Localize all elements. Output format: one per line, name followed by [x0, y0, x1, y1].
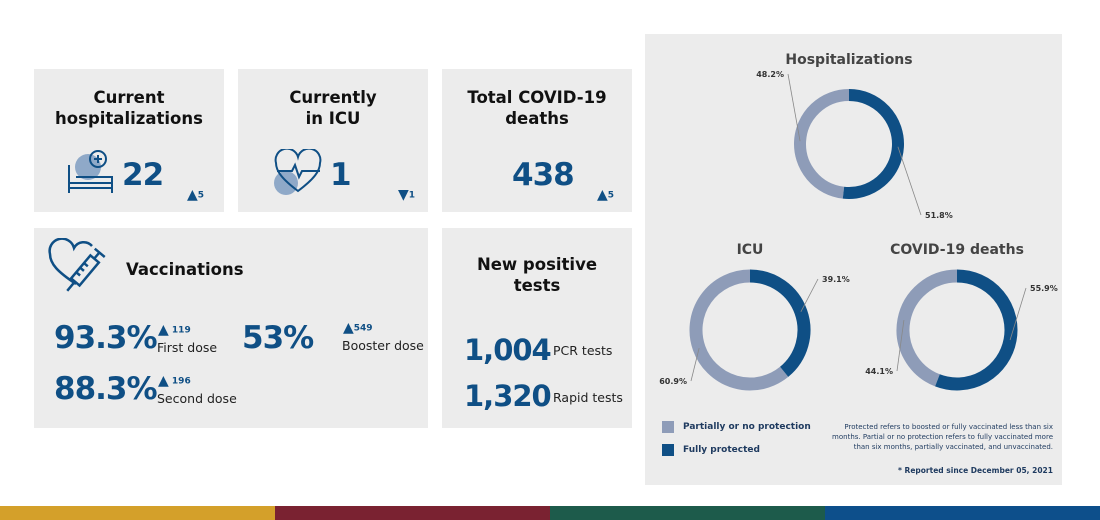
- pcr-value: 1,004: [464, 333, 552, 367]
- leader-line: [787, 73, 801, 142]
- booster-value: 53%: [242, 320, 314, 356]
- hospitalizations-value: 22: [122, 157, 164, 193]
- leader-line: [1009, 287, 1027, 341]
- first-dose-label: First dose: [157, 340, 218, 355]
- icu-value: 1: [330, 157, 352, 193]
- slice-full: [749, 269, 811, 377]
- up-arrow-icon: ▲: [597, 187, 608, 203]
- change-value: 119: [171, 325, 191, 336]
- icu-card: Currently in ICU 1 ▼1: [238, 69, 428, 212]
- change-indicator: ▲ 119: [158, 322, 191, 338]
- tests-card: New positive tests 1,004 PCR tests 1,320 …: [442, 228, 632, 428]
- change-indicator: ▲549: [343, 320, 373, 336]
- deaths-value: 438: [512, 157, 575, 193]
- change-value: 1: [408, 190, 416, 201]
- vaccinations-title: Vaccinations: [126, 260, 244, 279]
- title-line: New positive: [476, 255, 598, 274]
- data-label: 44.1%: [865, 367, 893, 376]
- hospitalizations-card: Current hospitalizations 22 ▲5: [34, 69, 224, 212]
- slice-partial: [896, 269, 958, 387]
- change-indicator: ▲ 196: [158, 373, 191, 389]
- card-title: Current hospitalizations: [34, 87, 224, 129]
- slice-full: [842, 89, 904, 199]
- leader-line: [690, 348, 700, 382]
- data-label: 60.9%: [659, 377, 687, 386]
- vaccinations-card: Vaccinations 93.3% ▲ 119 First dose 53% …: [34, 228, 428, 428]
- leader-line: [800, 278, 819, 313]
- slice-partial: [689, 269, 789, 391]
- footer-stripe-green: [550, 506, 825, 520]
- booster-label: Booster dose: [342, 338, 424, 353]
- legend-label-partial: Partially or no protection: [683, 422, 811, 432]
- up-arrow-icon: ▲: [343, 320, 354, 336]
- title-line: deaths: [505, 109, 569, 128]
- protection-panel: Hospitalizations 48.2% 51.8% ICU 60.9% 39.1% C…: [645, 34, 1062, 485]
- chart-title: COVID-19 deaths: [890, 242, 1024, 258]
- hospital-bed-icon: [68, 150, 113, 193]
- change-indicator: ▲5: [597, 187, 614, 203]
- pcr-label: PCR tests: [553, 343, 613, 358]
- data-label: 39.1%: [822, 275, 850, 284]
- chart-title: Hospitalizations: [785, 52, 912, 68]
- footer-stripe-gold: [0, 506, 275, 520]
- leader-line: [897, 146, 922, 216]
- change-indicator: ▼1: [398, 187, 415, 203]
- change-value: 549: [353, 323, 373, 334]
- change-indicator: ▲5: [187, 187, 204, 203]
- title-line: Current: [93, 88, 165, 107]
- legend-swatch-full: [662, 444, 674, 456]
- slice-partial: [794, 89, 850, 199]
- data-label: 55.9%: [1030, 284, 1058, 293]
- down-arrow-icon: ▼: [398, 187, 409, 203]
- card-title: New positive tests: [442, 254, 632, 296]
- footnote: * Reported since December 05, 2021: [898, 466, 1053, 475]
- data-label: 51.8%: [925, 211, 953, 220]
- rapid-label: Rapid tests: [553, 390, 623, 405]
- title-line: Currently: [289, 88, 377, 107]
- legend-swatch-partial: [662, 421, 674, 433]
- second-dose-label: Second dose: [157, 391, 237, 406]
- title-line: tests: [513, 276, 561, 295]
- first-dose-value: 93.3%: [54, 320, 158, 356]
- change-value: 196: [171, 376, 191, 387]
- up-arrow-icon: ▲: [187, 187, 198, 203]
- slice-full: [935, 269, 1018, 391]
- footer-stripe-maroon: [275, 506, 550, 520]
- data-label: 48.2%: [756, 70, 784, 79]
- change-value: 5: [197, 190, 205, 201]
- footer-stripe-blue: [825, 506, 1100, 520]
- protection-note: Protected refers to boosted or fully vac…: [832, 423, 1053, 451]
- deaths-card: Total COVID-19 deaths 438 ▲5: [442, 69, 632, 212]
- card-title: Total COVID-19 deaths: [442, 87, 632, 129]
- card-title: Currently in ICU: [238, 87, 428, 129]
- heart-pulse-icon: [274, 149, 322, 195]
- leader-line: [896, 319, 905, 372]
- second-dose-value: 88.3%: [54, 371, 158, 407]
- title-line: in ICU: [305, 109, 361, 128]
- rapid-value: 1,320: [464, 379, 552, 413]
- title-line: hospitalizations: [55, 109, 203, 128]
- chart-title: ICU: [737, 242, 764, 258]
- heart-syringe-icon: [48, 238, 106, 292]
- change-value: 5: [607, 190, 615, 201]
- legend-label-full: Fully protected: [683, 445, 760, 455]
- up-arrow-icon: ▲: [158, 373, 169, 389]
- up-arrow-icon: ▲: [158, 322, 169, 338]
- title-line: Total COVID-19: [467, 88, 607, 107]
